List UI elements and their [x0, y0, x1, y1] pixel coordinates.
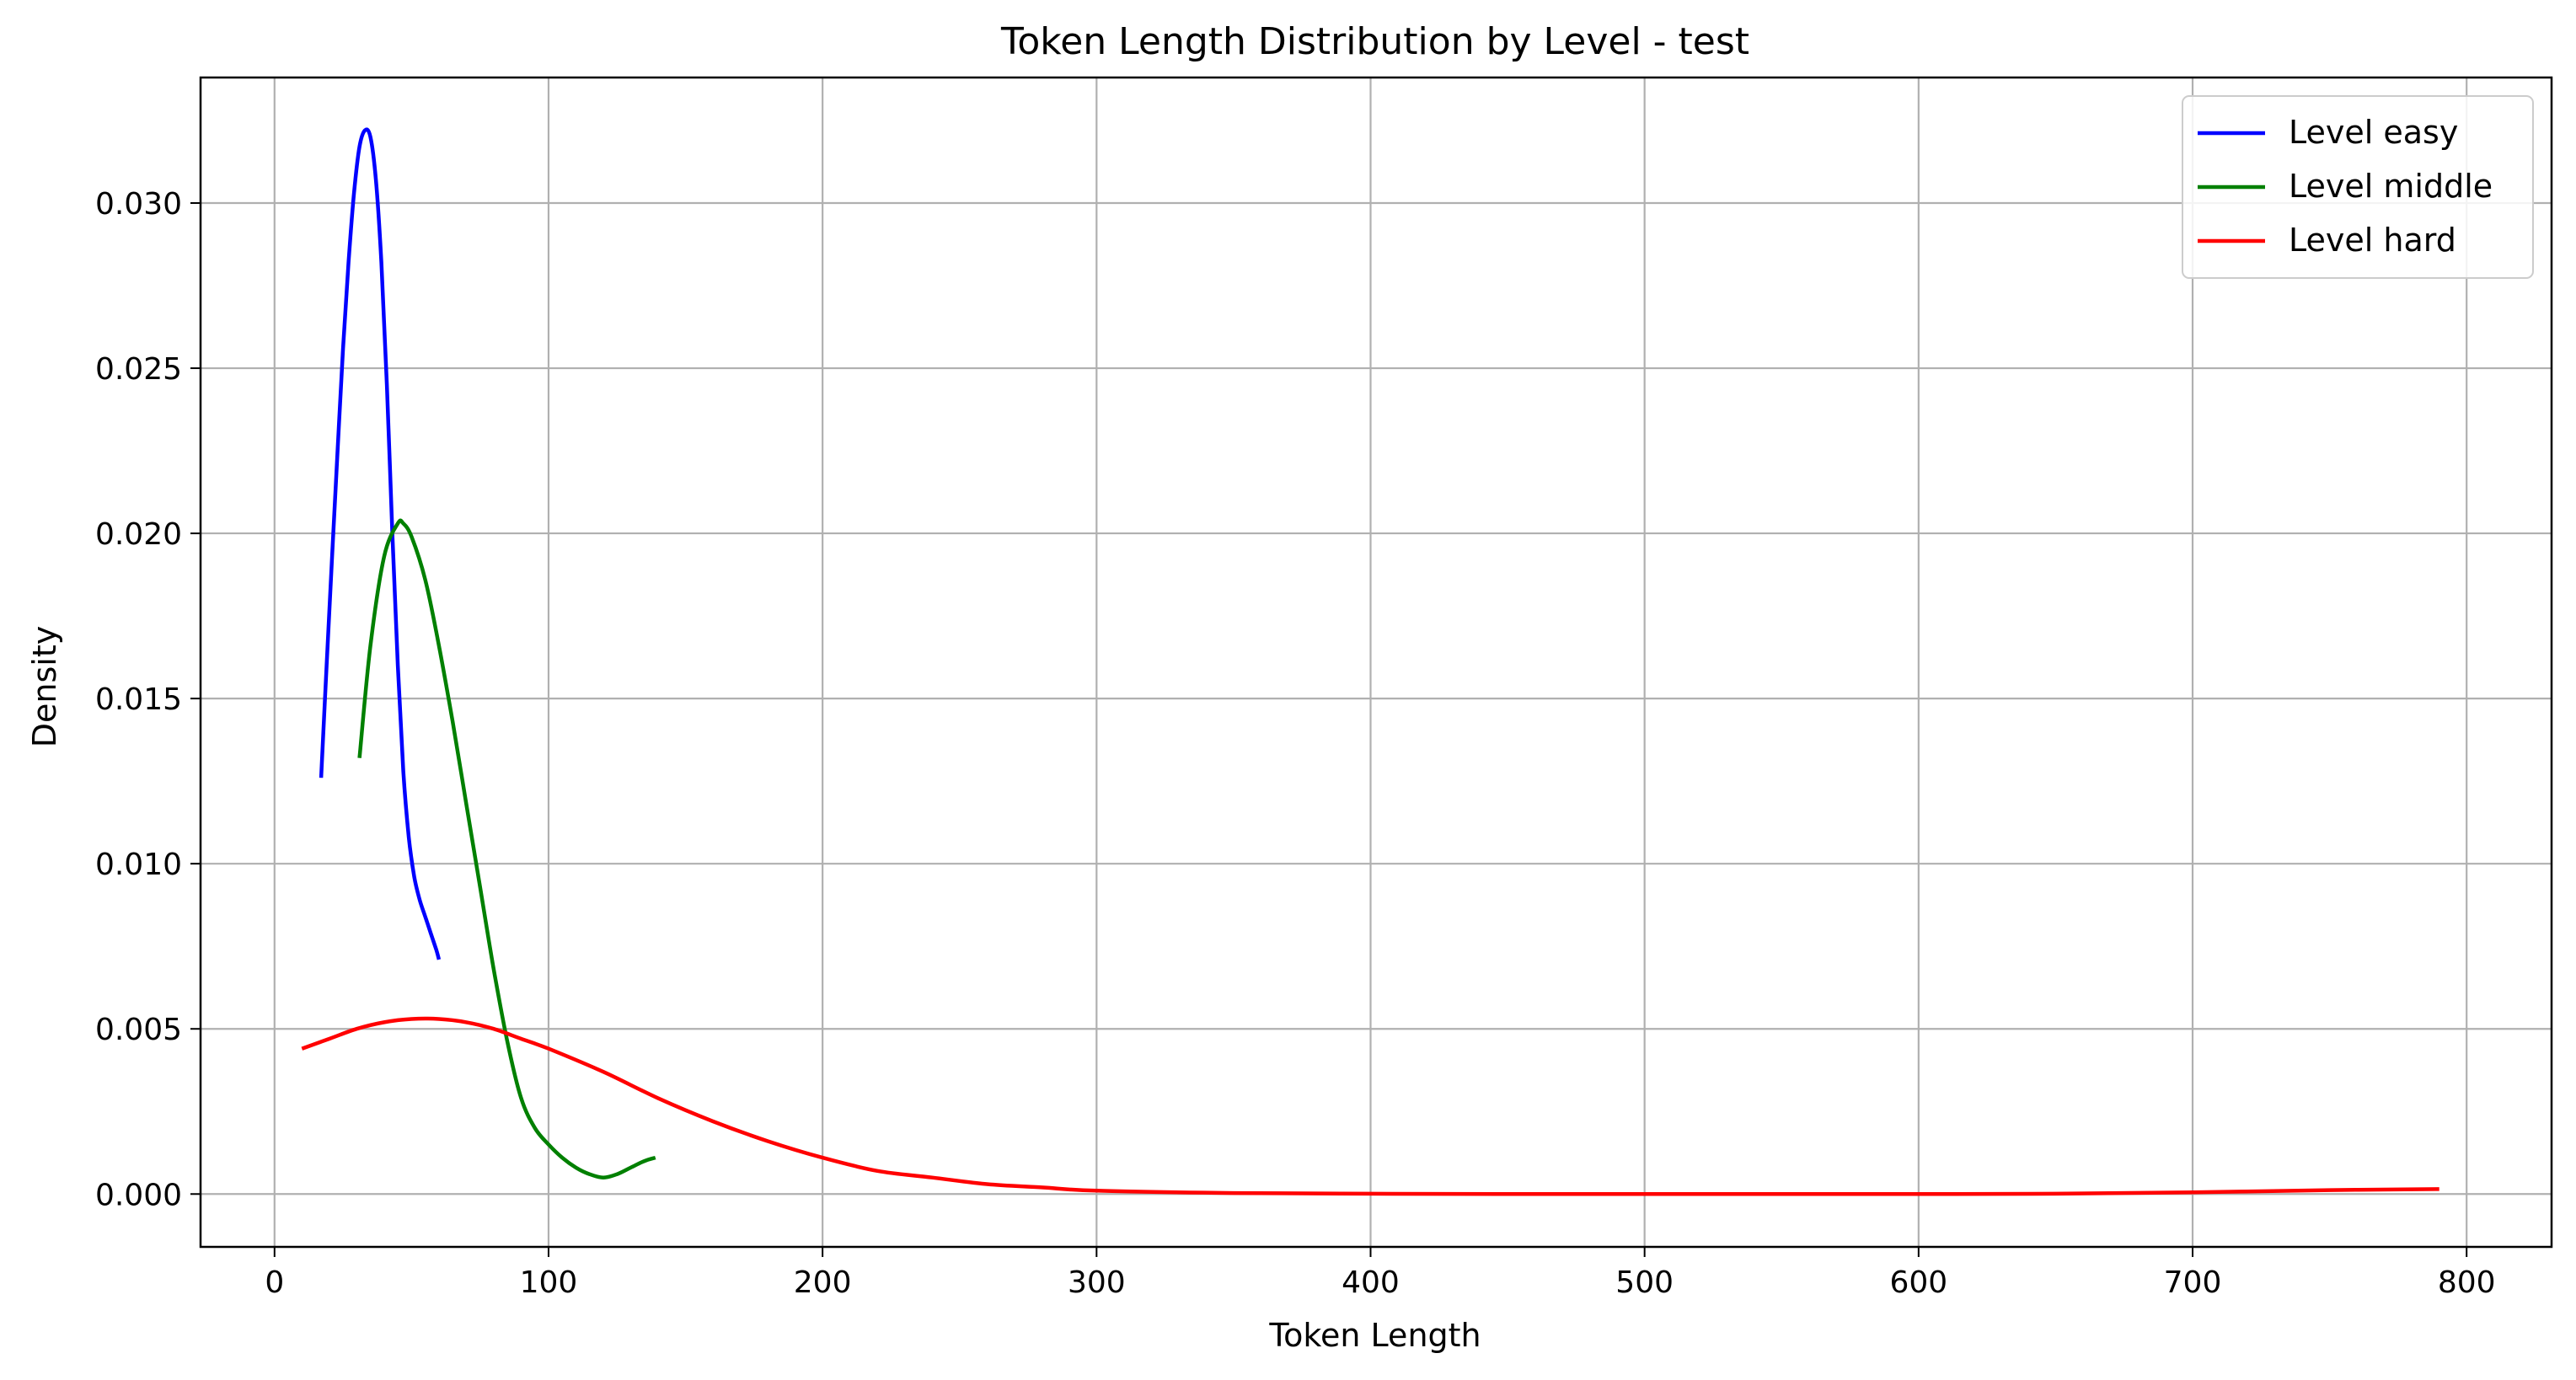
- series-line-level-hard: [301, 1016, 2439, 1196]
- x-tick-label: 100: [520, 1265, 578, 1300]
- y-tick-label: 0.030: [95, 187, 182, 222]
- plot-frame: [199, 76, 2553, 1249]
- y-tick-label: 0.020: [95, 517, 182, 552]
- legend-box: [2182, 95, 2534, 279]
- y-tick-label: 0.000: [95, 1178, 182, 1212]
- x-tick-label: 200: [794, 1265, 852, 1300]
- x-tick-label: 500: [1615, 1265, 1674, 1300]
- axis-ticks: 0 100 200 300 400 500 600 700 800 0.000 0.005 0.010…: [95, 187, 2496, 1300]
- y-tick-label: 0.015: [95, 682, 182, 717]
- x-tick-label: 700: [2164, 1265, 2222, 1300]
- x-tick-label: 0: [265, 1265, 284, 1300]
- legend-label-level-easy: Level easy: [2289, 114, 2458, 151]
- x-tick-label: 800: [2438, 1265, 2496, 1300]
- series-line-level-middle: [357, 518, 656, 1179]
- y-tick-label: 0.025: [95, 352, 182, 387]
- legend: Level easy Level middle Level hard: [2182, 95, 2534, 279]
- y-tick-label: 0.010: [95, 848, 182, 882]
- series-lines: [301, 127, 2439, 1196]
- y-axis-label: Density: [26, 626, 63, 747]
- legend-label-level-hard: Level hard: [2289, 222, 2456, 259]
- x-tick-label: 600: [1889, 1265, 1947, 1300]
- series-line-level-easy: [319, 127, 442, 960]
- x-tick-label: 400: [1342, 1265, 1400, 1300]
- x-axis-label: Token Length: [1268, 1317, 1481, 1354]
- y-tick-label: 0.005: [95, 1013, 182, 1047]
- chart-title: Token Length Distribution by Level - tes…: [1000, 20, 1749, 63]
- x-tick-label: 300: [1068, 1265, 1126, 1300]
- legend-label-level-middle: Level middle: [2289, 168, 2493, 205]
